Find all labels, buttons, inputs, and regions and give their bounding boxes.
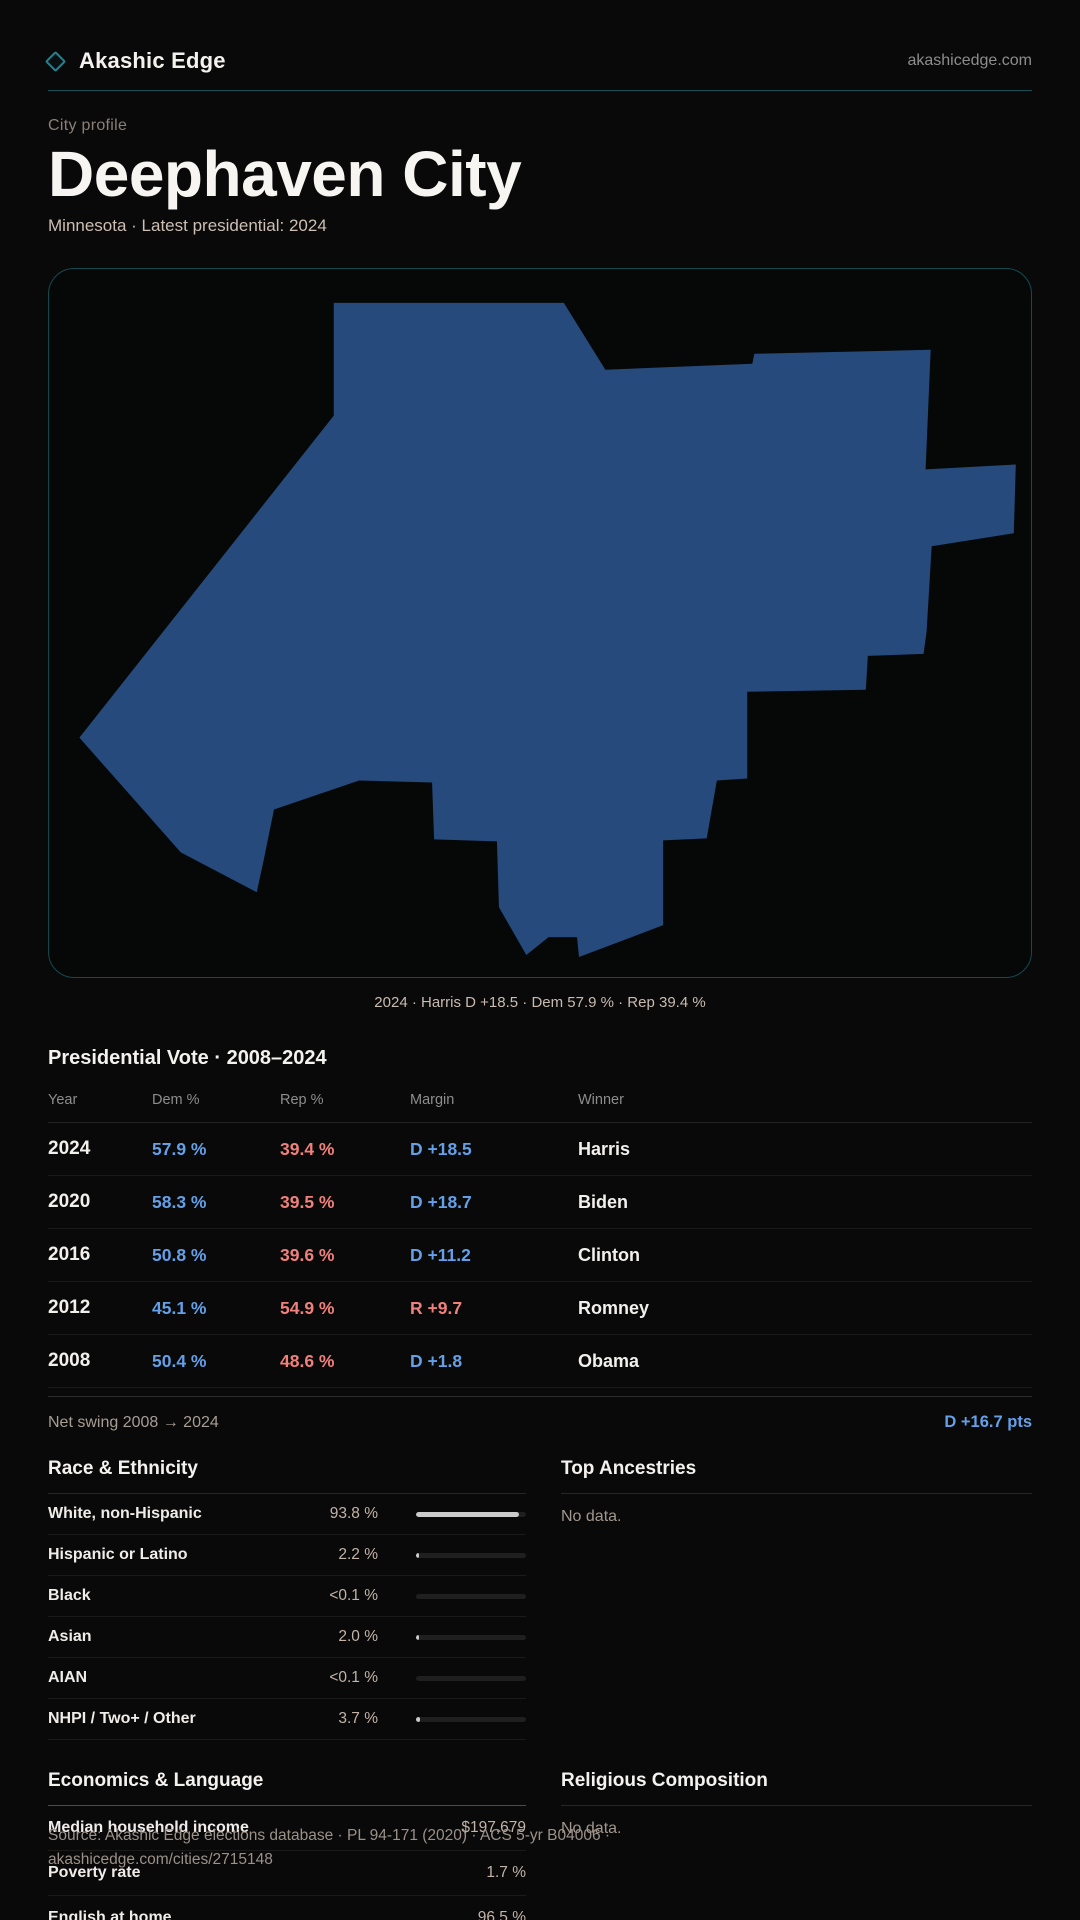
city-boundary-map bbox=[79, 303, 1016, 958]
margin-cell: D +18.7 bbox=[410, 1191, 472, 1212]
year-cell: 2012 bbox=[48, 1297, 91, 1319]
race-label: NHPI / Two+ / Other bbox=[48, 1710, 196, 1728]
year-cell: 2020 bbox=[48, 1191, 91, 1213]
econ-value: 96.5 % bbox=[477, 1909, 526, 1920]
rep-cell: 39.5 % bbox=[280, 1191, 335, 1212]
table-row: 2016 50.8 % 39.6 % D +11.2 Clinton bbox=[48, 1229, 1032, 1283]
dem-cell: 45.1 % bbox=[152, 1297, 207, 1318]
table-row: 2020 58.3 % 39.5 % D +18.7 Biden bbox=[48, 1176, 1032, 1230]
net-swing-value: D +16.7 pts bbox=[944, 1413, 1032, 1432]
race-value: 3.7 % bbox=[338, 1710, 378, 1728]
race-bar bbox=[416, 1716, 526, 1722]
col-dem: Dem % bbox=[152, 1092, 200, 1109]
list-item: Median household income $197,679 bbox=[48, 1806, 526, 1852]
rep-cell: 54.9 % bbox=[280, 1297, 335, 1318]
winner-cell: Romney bbox=[578, 1297, 650, 1318]
race-label: Black bbox=[48, 1587, 91, 1605]
city-shape bbox=[79, 303, 1016, 958]
ancestries-column: Top Ancestries No data. bbox=[561, 1458, 1032, 1740]
brand[interactable]: Akashic Edge bbox=[44, 48, 226, 74]
list-item: White, non-Hispanic 93.8 % bbox=[48, 1494, 526, 1536]
map-caption: 2024 · Harris D +18.5 · Dem 57.9 % · Rep… bbox=[374, 994, 706, 1012]
winner-cell: Harris bbox=[578, 1138, 631, 1159]
demographics-section: Race & Ethnicity White, non-Hispanic 93.… bbox=[48, 1458, 1032, 1741]
race-column: Race & Ethnicity White, non-Hispanic 93.… bbox=[48, 1458, 526, 1741]
year-cell: 2016 bbox=[48, 1244, 91, 1266]
margin-cell: D +11.2 bbox=[410, 1244, 471, 1265]
race-value: <0.1 % bbox=[329, 1669, 378, 1687]
race-section-title: Race & Ethnicity bbox=[48, 1458, 526, 1495]
ancestries-section-title: Top Ancestries bbox=[561, 1458, 1032, 1495]
list-item: Poverty rate 1.7 % bbox=[48, 1851, 526, 1897]
vote-table: Year Dem % Rep % Margin Winner 2024 57.9… bbox=[48, 1082, 1032, 1389]
diamond-logo-icon bbox=[44, 50, 67, 72]
econ-label: Median household income bbox=[48, 1819, 249, 1837]
list-item: Black <0.1 % bbox=[48, 1576, 526, 1618]
rep-cell: 48.6 % bbox=[280, 1350, 335, 1371]
religion-column: Religious Composition No data. bbox=[561, 1770, 1032, 1920]
col-year: Year bbox=[48, 1092, 78, 1109]
vote-section-title: Presidential Vote · 2008–2024 bbox=[48, 1047, 327, 1070]
col-winner: Winner bbox=[578, 1092, 624, 1109]
ancestries-empty-state: No data. bbox=[561, 1508, 622, 1526]
race-label: White, non-Hispanic bbox=[48, 1505, 202, 1523]
dem-cell: 58.3 % bbox=[152, 1191, 207, 1212]
vote-table-header: Year Dem % Rep % Margin Winner bbox=[48, 1082, 1032, 1124]
race-label: Hispanic or Latino bbox=[48, 1546, 188, 1564]
race-label: AIAN bbox=[48, 1669, 88, 1687]
list-item: Hispanic or Latino 2.2 % bbox=[48, 1535, 526, 1577]
winner-cell: Clinton bbox=[578, 1244, 640, 1265]
econ-label: English at home bbox=[48, 1909, 172, 1920]
econ-value: 1.7 % bbox=[486, 1864, 526, 1882]
header: Akashic Edge akashicedge.com bbox=[44, 0, 1032, 91]
table-row: 2008 50.4 % 48.6 % D +1.8 Obama bbox=[48, 1335, 1032, 1389]
list-item: NHPI / Two+ / Other 3.7 % bbox=[48, 1699, 526, 1741]
margin-cell: R +9.7 bbox=[410, 1297, 463, 1318]
margin-cell: D +18.5 bbox=[410, 1138, 472, 1159]
brand-name: Akashic Edge bbox=[79, 48, 226, 73]
winner-cell: Biden bbox=[578, 1191, 629, 1212]
table-row: 2012 45.1 % 54.9 % R +9.7 Romney bbox=[48, 1282, 1032, 1336]
econ-value: $197,679 bbox=[461, 1819, 526, 1837]
dem-cell: 57.9 % bbox=[152, 1138, 207, 1159]
econ-label: Poverty rate bbox=[48, 1864, 141, 1882]
page-title: Deephaven City bbox=[48, 138, 522, 210]
net-swing-label: Net swing 2008 → 2024 bbox=[48, 1413, 219, 1431]
list-item: English at home 96.5 % bbox=[48, 1896, 526, 1920]
race-value: 2.2 % bbox=[338, 1546, 378, 1564]
race-bar bbox=[416, 1511, 526, 1517]
economics-section: Economics & Language Median household in… bbox=[48, 1770, 1032, 1920]
col-rep: Rep % bbox=[280, 1092, 324, 1109]
economics-column: Economics & Language Median household in… bbox=[48, 1770, 526, 1920]
eyebrow-label: City profile bbox=[48, 117, 128, 134]
site-domain-link[interactable]: akashicedge.com bbox=[907, 52, 1032, 69]
year-cell: 2024 bbox=[48, 1138, 91, 1160]
race-value: 93.8 % bbox=[329, 1505, 378, 1523]
race-value: <0.1 % bbox=[329, 1587, 378, 1605]
city-map-card bbox=[48, 268, 1032, 979]
winner-cell: Obama bbox=[578, 1350, 640, 1371]
list-item: AIAN <0.1 % bbox=[48, 1658, 526, 1700]
net-swing-row: Net swing 2008 → 2024 D +16.7 pts bbox=[48, 1396, 1032, 1448]
col-margin: Margin bbox=[410, 1092, 455, 1109]
race-label: Asian bbox=[48, 1628, 92, 1646]
dem-cell: 50.4 % bbox=[152, 1350, 207, 1371]
rep-cell: 39.6 % bbox=[280, 1244, 335, 1265]
race-bar bbox=[416, 1675, 526, 1681]
rep-cell: 39.4 % bbox=[280, 1138, 335, 1159]
dem-cell: 50.8 % bbox=[152, 1244, 207, 1265]
table-row: 2024 57.9 % 39.4 % D +18.5 Harris bbox=[48, 1123, 1032, 1177]
race-value: 2.0 % bbox=[338, 1628, 378, 1646]
race-bar bbox=[416, 1552, 526, 1558]
year-cell: 2008 bbox=[48, 1350, 91, 1372]
race-bar bbox=[416, 1593, 526, 1599]
margin-cell: D +1.8 bbox=[410, 1350, 463, 1371]
page-subtitle: Minnesota · Latest presidential: 2024 bbox=[48, 216, 327, 236]
economics-section-title: Economics & Language bbox=[48, 1770, 526, 1807]
religion-empty-state: No data. bbox=[561, 1820, 622, 1838]
race-bar bbox=[416, 1634, 526, 1640]
religion-section-title: Religious Composition bbox=[561, 1770, 1032, 1807]
list-item: Asian 2.0 % bbox=[48, 1617, 526, 1659]
